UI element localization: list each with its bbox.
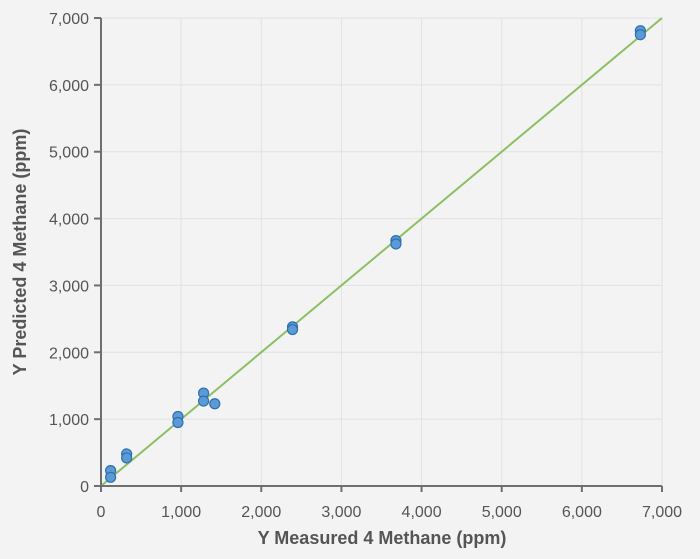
y-tick-label: 5,000 — [49, 145, 89, 162]
data-point — [121, 452, 133, 464]
y-tick-label: 1,000 — [49, 412, 89, 429]
y-tick-label: 6,000 — [49, 78, 89, 95]
data-point — [172, 416, 184, 429]
data-point — [105, 471, 117, 483]
x-tick-label: 6,000 — [562, 504, 602, 521]
y-tick-label: 3,000 — [49, 278, 89, 295]
x-axis-title: Y Measured 4 Methane (ppm) — [258, 528, 507, 548]
x-tick-label: 5,000 — [482, 504, 522, 521]
data-point — [634, 29, 646, 41]
x-tick-label: 7,000 — [642, 504, 682, 521]
data-point — [390, 238, 402, 250]
data-point — [286, 323, 299, 336]
axes — [94, 17, 663, 492]
y-axis-title: Y Predicted 4 Methane (ppm) — [10, 129, 30, 376]
x-tick-label: 4,000 — [402, 504, 442, 521]
fit-line-layer — [100, 17, 663, 487]
grid — [101, 17, 663, 486]
tick-labels: 0 1,000 2,000 3,000 4,000 5,000 6,000 7,000 0 1,0… — [49, 11, 682, 521]
data-point — [209, 398, 221, 410]
data-point — [197, 395, 210, 407]
x-tick-label: 0 — [97, 504, 106, 521]
y-tick-label: 7,000 — [49, 11, 89, 28]
y-tick-label: 2,000 — [49, 345, 89, 362]
y-tick-label: 4,000 — [49, 212, 89, 229]
x-tick-label: 1,000 — [161, 504, 201, 521]
data-points — [105, 25, 646, 483]
fit-line — [100, 17, 663, 487]
y-tick-label: 0 — [80, 479, 89, 496]
x-tick-label: 2,000 — [241, 504, 281, 521]
x-tick-label: 3,000 — [321, 504, 361, 521]
